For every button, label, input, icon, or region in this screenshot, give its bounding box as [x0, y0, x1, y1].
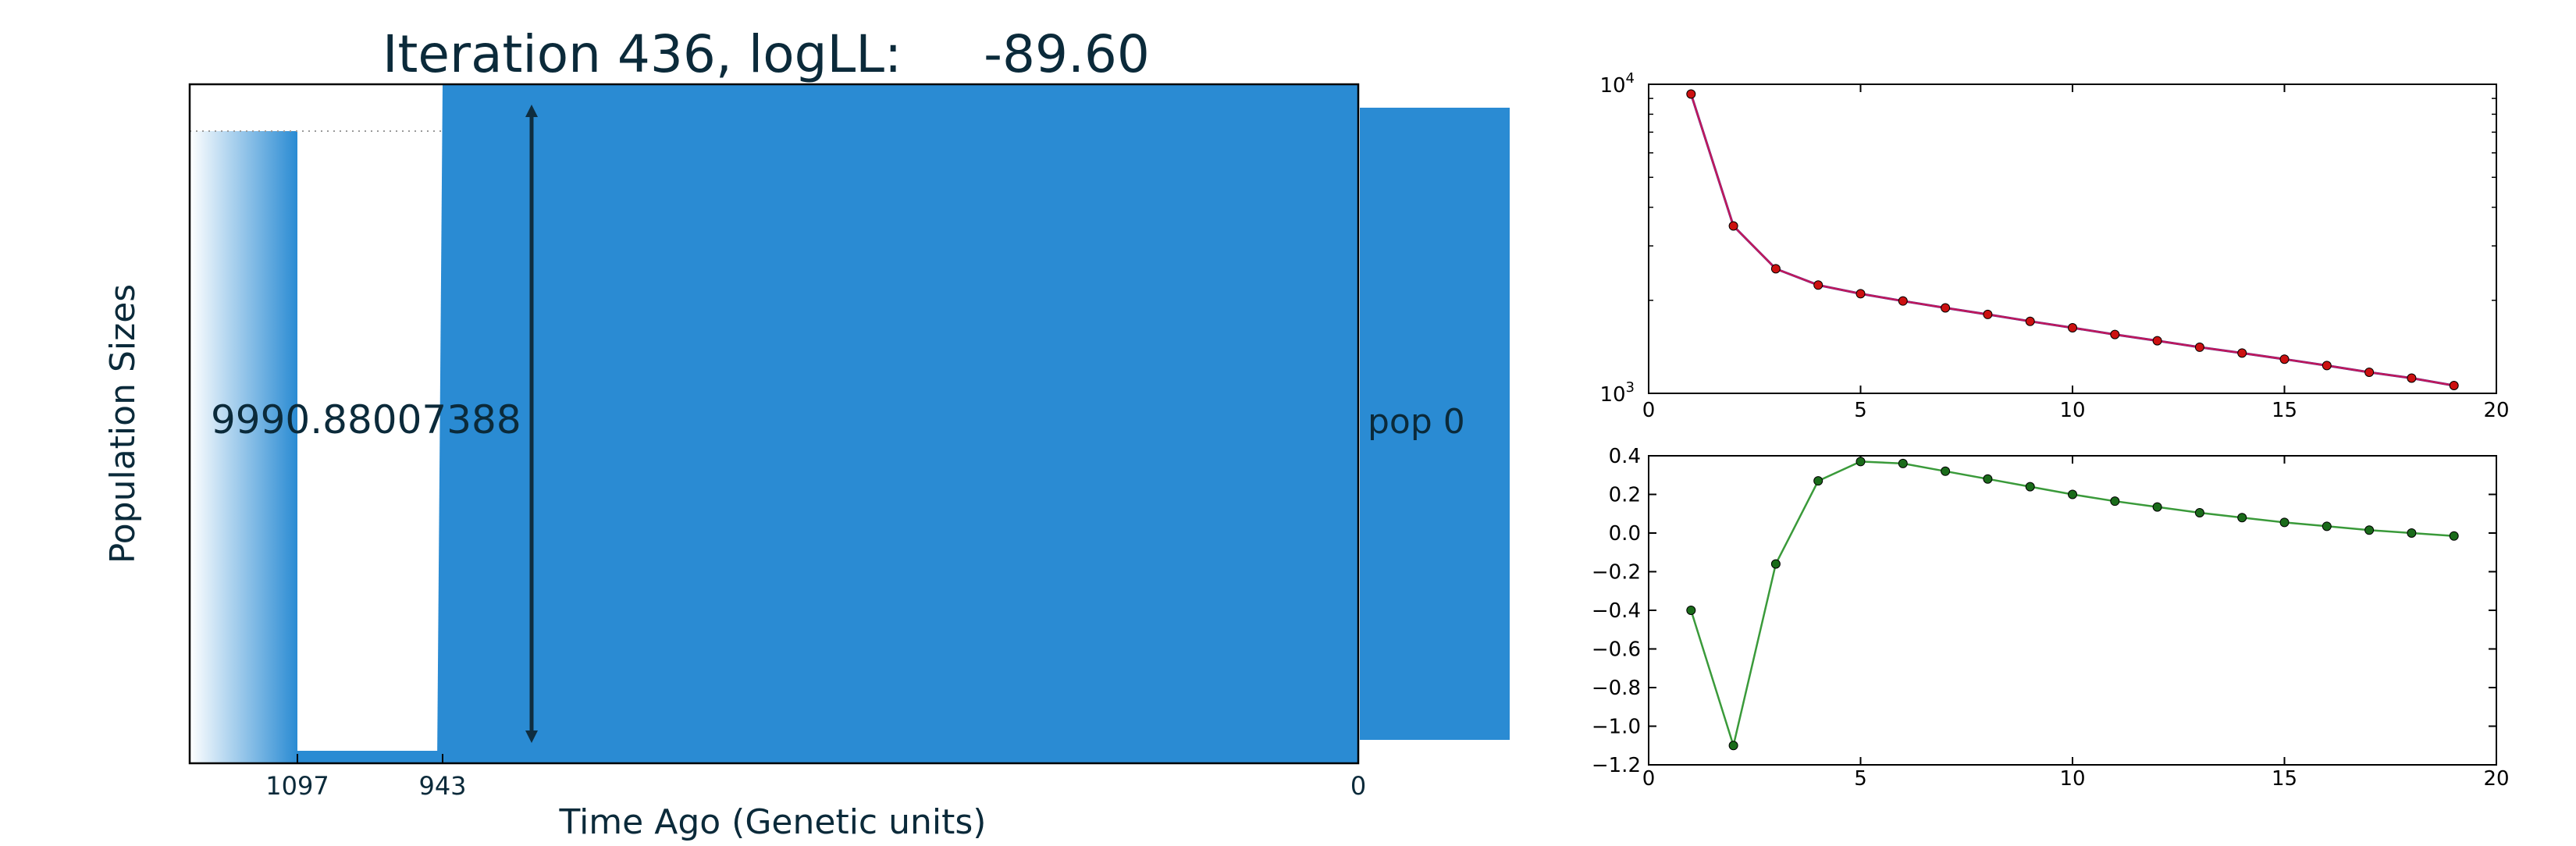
growth-data-point — [2279, 517, 2290, 528]
growth-data-point — [1728, 741, 1738, 751]
time-tick-label-1097: 1097 — [265, 771, 329, 801]
chart-title: Iteration 436, logLL: -89.60 — [382, 24, 1150, 84]
present-population-extension — [1360, 108, 1510, 740]
growth-data-point — [2237, 513, 2247, 523]
size-data-point — [2237, 348, 2247, 358]
size-data-point — [2407, 373, 2417, 383]
growth-data-point — [1898, 458, 1908, 468]
size-series-points — [1686, 89, 2459, 390]
growth-plot-y-tick-label: −0.2 — [1592, 561, 1641, 585]
growth-data-point — [2407, 528, 2417, 538]
size-trajectory-plot: 104 103 0 5 10 15 20 — [1599, 70, 2509, 422]
size-data-point — [1813, 280, 1823, 290]
size-arrow-head-bottom — [525, 730, 538, 743]
growth-data-point — [2152, 502, 2162, 512]
growth-data-point — [1941, 466, 1951, 476]
size-data-point — [2194, 342, 2204, 352]
growth-plot-y-tick-label: −1.2 — [1592, 754, 1641, 777]
y-tick-exp-4: 4 — [1626, 70, 1635, 87]
growth-rate-plot: 0.4 0.2 0.0 −0.2 −0.4 −0.6 −0.8 −1.0 −1.2 0 5 10 15… — [1592, 445, 2510, 791]
growth-data-point — [1813, 476, 1823, 486]
size-data-point — [2364, 367, 2375, 377]
size-data-point — [1728, 221, 1738, 231]
growth-data-point — [2449, 531, 2459, 541]
y-tick-label-1e4: 104 — [1599, 70, 1635, 98]
y-tick-label-1e3: 103 — [1599, 379, 1635, 407]
growth-plot-y-tick-label: 0.0 — [1609, 522, 1641, 546]
size-plot-frame — [1648, 84, 2497, 394]
growth-data-point — [2322, 521, 2332, 531]
size-data-point — [1856, 289, 1866, 299]
size-data-point — [1898, 296, 1908, 306]
growth-plot-y-tick-label: −0.8 — [1592, 677, 1641, 700]
growth-plot-y-tick-label: −1.0 — [1592, 716, 1641, 739]
size-series-line — [1690, 94, 2454, 387]
time-tick-label-0: 0 — [1350, 771, 1366, 801]
demography-panel: Iteration 436, logLL: -89.60 9990.880073… — [103, 24, 1510, 842]
size-data-point — [2322, 361, 2332, 371]
y-axis-label: Population Sizes — [103, 284, 143, 563]
demography-axes-frame — [188, 83, 1360, 765]
size-plot-x-tick-label: 5 — [1854, 399, 1867, 422]
population-block — [437, 84, 1358, 763]
growth-plot-x-tick-label: 0 — [1642, 767, 1656, 791]
ancestral-fade-block — [190, 131, 297, 763]
growth-plot-y-tick-label: 0.4 — [1609, 445, 1641, 468]
growth-data-point — [2110, 496, 2120, 507]
size-data-point — [2068, 322, 2077, 332]
growth-data-point — [1983, 474, 1993, 484]
size-data-point — [1983, 309, 1993, 319]
size-data-point — [2110, 329, 2120, 339]
size-data-point — [1686, 89, 1696, 99]
growth-plot-y-tick-labels: 0.4 0.2 0.0 −0.2 −0.4 −0.6 −0.8 −1.0 −1.2 — [1592, 445, 1641, 777]
size-data-point — [2279, 354, 2290, 364]
growth-series-points — [1686, 457, 2459, 751]
growth-data-point — [2025, 482, 2035, 492]
growth-plot-y-tick-label: 0.2 — [1609, 484, 1641, 507]
size-series-line-shadow — [1689, 94, 2454, 387]
size-plot-x-tick-label: 0 — [1642, 399, 1656, 422]
growth-plot-ticks — [1648, 455, 2497, 766]
growth-plot-x-tick-label: 15 — [2272, 767, 2297, 791]
size-label: 9990.88007388 — [211, 397, 521, 443]
growth-data-point — [1686, 606, 1696, 615]
size-plot-x-tick-label: 10 — [2059, 399, 2085, 422]
growth-plot-x-tick-label: 5 — [1854, 767, 1867, 791]
size-plot-y-tick-labels: 104 103 — [1599, 70, 1635, 407]
growth-plot-x-tick-labels: 0 5 10 15 20 — [1642, 767, 2510, 791]
size-plot-x-tick-label: 15 — [2272, 399, 2297, 422]
x-axis-label: Time Ago (Genetic units) — [559, 802, 987, 842]
size-plot-x-tick-label: 20 — [2483, 399, 2509, 422]
size-arrow — [525, 105, 538, 743]
growth-series-line — [1690, 460, 2454, 750]
growth-data-point — [2194, 508, 2204, 518]
size-data-point — [2449, 380, 2459, 390]
bottleneck-bar — [297, 751, 443, 763]
growth-data-point — [1770, 559, 1781, 569]
size-data-point — [1770, 264, 1781, 274]
growth-plot-frame — [1648, 455, 2497, 766]
growth-data-point — [2068, 489, 2077, 499]
size-data-point — [2025, 316, 2035, 326]
growth-data-point — [2364, 525, 2375, 535]
growth-plot-x-tick-label: 10 — [2059, 767, 2085, 791]
size-data-point — [2152, 336, 2162, 346]
growth-plot-y-tick-label: −0.6 — [1592, 638, 1641, 662]
size-data-point — [1941, 303, 1951, 313]
pop-label: pop 0 — [1368, 402, 1465, 442]
size-arrow-head-top — [525, 105, 538, 117]
growth-data-point — [1856, 457, 1866, 467]
size-plot-ticks — [1648, 84, 2497, 393]
size-plot-x-tick-labels: 0 5 10 15 20 — [1642, 399, 2510, 422]
y-tick-exp-3: 3 — [1626, 379, 1635, 396]
time-tick-label-943: 943 — [418, 771, 466, 801]
growth-plot-y-tick-label: −0.4 — [1592, 599, 1641, 623]
growth-plot-x-tick-label: 20 — [2483, 767, 2509, 791]
